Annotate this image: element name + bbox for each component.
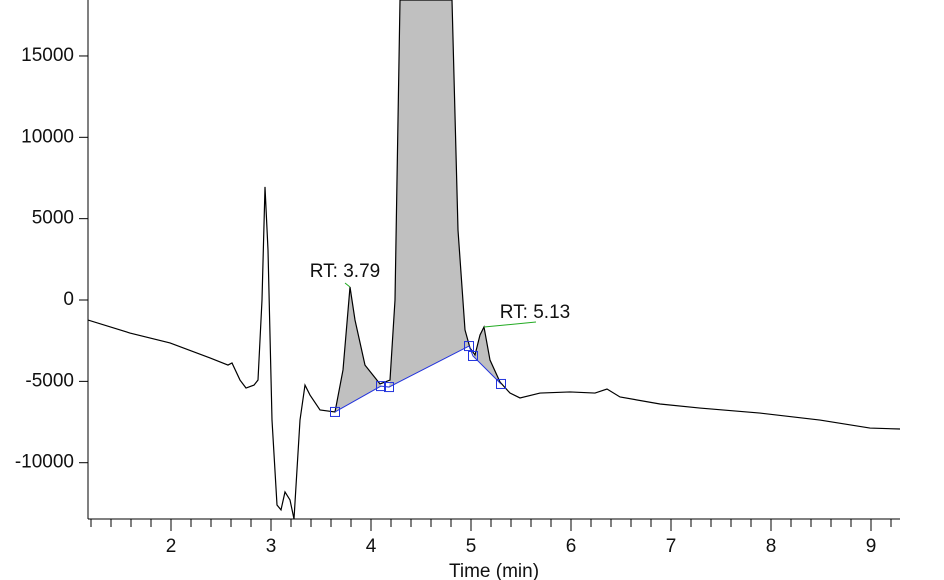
trace-line (88, 0, 900, 519)
plot-area (88, 0, 900, 519)
y-tick-label: 0 (63, 289, 74, 310)
peak-area (389, 0, 469, 388)
annotation-label: RT: 3.79 (310, 261, 380, 282)
x-tick-label: 6 (566, 536, 577, 557)
x-tick-label: 5 (466, 536, 477, 557)
annotation-leader (483, 321, 537, 328)
x-tick-label: 4 (366, 536, 377, 557)
peak-area (335, 286, 381, 412)
baseline-marker (496, 378, 506, 389)
x-tick-label: 9 (866, 536, 877, 557)
x-tick-label: 2 (166, 536, 177, 557)
baseline-marker (330, 406, 340, 417)
baseline-marker (376, 381, 386, 392)
x-tick-label: 8 (766, 536, 777, 557)
y-tick-label: 10000 (21, 126, 74, 147)
y-tick-label: 15000 (21, 45, 74, 66)
baseline-marker (468, 350, 478, 361)
baseline-marker (384, 382, 394, 393)
annotation-label: RT: 5.13 (500, 302, 570, 323)
y-tick-label: 5000 (32, 208, 74, 229)
x-axis-label: Time (min) (449, 561, 539, 580)
y-tick-label: -5000 (25, 370, 74, 391)
annotation-leader (344, 282, 351, 288)
y-tick-label: -10000 (15, 452, 74, 473)
x-tick-label: 7 (666, 536, 677, 557)
x-tick-label: 3 (266, 536, 277, 557)
baseline-marker (464, 341, 474, 352)
